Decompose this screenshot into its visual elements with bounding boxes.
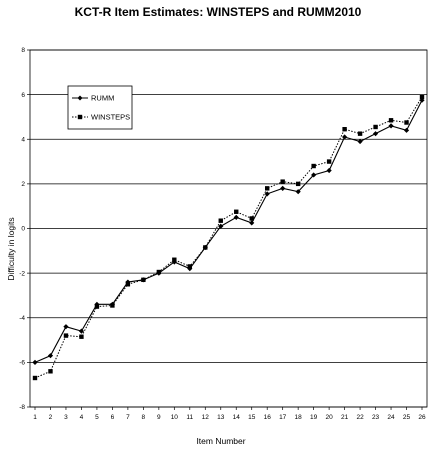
x-tick-label: 25 bbox=[403, 414, 411, 421]
x-tick-label: 20 bbox=[326, 414, 334, 421]
data-point-rumm bbox=[357, 138, 363, 145]
data-point-winsteps bbox=[404, 120, 409, 125]
data-point-rumm bbox=[372, 131, 379, 137]
data-point-winsteps bbox=[172, 257, 177, 262]
y-tick-label: 0 bbox=[21, 226, 25, 233]
x-tick-label: 19 bbox=[310, 414, 318, 421]
x-tick-label: 5 bbox=[95, 414, 99, 421]
data-point-winsteps bbox=[357, 131, 363, 136]
data-point-winsteps bbox=[32, 375, 38, 381]
x-tick-label: 15 bbox=[248, 414, 256, 421]
data-point-winsteps bbox=[79, 334, 84, 339]
data-point-rumm bbox=[326, 167, 332, 174]
y-tick-label: 2 bbox=[21, 181, 25, 188]
series-layer bbox=[32, 94, 425, 381]
data-point-winsteps bbox=[203, 245, 208, 250]
x-axis-ticks: 1 2 3 4 5 6 7 8 9 10 11 12 13 14 15 16 17 18 19 20 21 22 23 24 2… bbox=[33, 407, 426, 421]
data-point-winsteps bbox=[419, 94, 425, 100]
data-point-winsteps bbox=[48, 369, 53, 374]
legend-marker-rumm bbox=[77, 95, 83, 101]
x-tick-label: 21 bbox=[341, 414, 349, 421]
data-point-rumm bbox=[187, 266, 193, 272]
legend-label-winsteps: WINSTEPS bbox=[91, 113, 130, 122]
x-axis-label: Item Number bbox=[196, 436, 245, 446]
y-tick-label: -4 bbox=[19, 315, 25, 322]
x-tick-label: 23 bbox=[372, 414, 380, 421]
data-point-winsteps bbox=[388, 118, 394, 123]
data-point-winsteps bbox=[156, 269, 162, 275]
x-tick-label: 16 bbox=[264, 414, 272, 421]
y-tick-label: -6 bbox=[19, 360, 25, 367]
data-point-winsteps bbox=[249, 216, 254, 221]
y-tick-label: 6 bbox=[21, 92, 25, 99]
data-point-rumm bbox=[249, 220, 255, 226]
data-point-rumm bbox=[264, 191, 270, 197]
x-tick-label: 13 bbox=[217, 414, 225, 421]
data-point-winsteps bbox=[187, 264, 192, 269]
data-point-rumm bbox=[233, 214, 239, 220]
legend-marker-winsteps bbox=[77, 114, 83, 120]
data-point-rumm bbox=[125, 279, 131, 285]
data-point-rumm bbox=[388, 123, 394, 129]
data-point-winsteps bbox=[63, 333, 69, 338]
data-point-winsteps bbox=[326, 159, 332, 164]
x-tick-label: 9 bbox=[157, 414, 161, 421]
x-tick-label: 7 bbox=[126, 414, 130, 421]
data-point-rumm bbox=[311, 172, 317, 178]
x-tick-label: 4 bbox=[80, 414, 84, 421]
x-tick-label: 6 bbox=[111, 414, 115, 421]
x-tick-label: 18 bbox=[295, 414, 303, 421]
y-tick-label: -8 bbox=[19, 404, 25, 411]
x-tick-label: 12 bbox=[202, 414, 210, 421]
y-tick-label: -2 bbox=[19, 270, 25, 277]
y-axis-ticks: -8 -6 -4 -2 0 2 4 6 8 bbox=[19, 47, 30, 411]
data-point-rumm bbox=[47, 353, 54, 359]
data-point-rumm bbox=[78, 328, 85, 334]
data-point-winsteps bbox=[280, 179, 285, 184]
x-tick-label: 3 bbox=[64, 414, 68, 421]
data-point-winsteps bbox=[311, 163, 316, 169]
data-point-rumm bbox=[32, 359, 38, 365]
data-point-rumm bbox=[280, 185, 286, 191]
data-point-rumm bbox=[63, 324, 69, 330]
legend: RUMM WINSTEPS bbox=[67, 85, 133, 130]
x-tick-label: 1 bbox=[33, 414, 37, 421]
data-point-winsteps bbox=[295, 181, 301, 187]
data-point-rumm bbox=[218, 223, 224, 229]
series-line-winsteps bbox=[34, 96, 423, 379]
data-point-winsteps bbox=[125, 282, 131, 287]
data-point-winsteps bbox=[234, 209, 239, 214]
plot-area bbox=[29, 49, 428, 408]
data-point-winsteps bbox=[342, 127, 347, 132]
data-point-rumm bbox=[94, 301, 100, 307]
chart-title: KCT-R Item Estimates: WINSTEPS and RUMM2… bbox=[75, 5, 362, 19]
data-point-winsteps bbox=[265, 186, 270, 191]
y-tick-label: 4 bbox=[21, 136, 25, 143]
x-tick-label: 26 bbox=[418, 414, 426, 421]
data-point-rumm bbox=[342, 134, 348, 140]
x-tick-label: 22 bbox=[356, 414, 364, 421]
data-point-winsteps bbox=[218, 218, 223, 223]
x-tick-label: 2 bbox=[49, 414, 53, 421]
data-point-rumm bbox=[295, 189, 301, 195]
x-tick-label: 10 bbox=[171, 414, 179, 421]
data-point-rumm bbox=[403, 127, 410, 133]
x-tick-label: 14 bbox=[233, 414, 241, 421]
data-point-winsteps bbox=[110, 303, 115, 308]
y-tick-label: 8 bbox=[21, 47, 25, 54]
x-tick-label: 17 bbox=[279, 414, 287, 421]
data-point-winsteps bbox=[373, 124, 378, 130]
x-tick-label: 24 bbox=[387, 414, 395, 421]
data-point-winsteps bbox=[141, 277, 146, 283]
legend-box bbox=[67, 85, 133, 130]
legend-label-rumm: RUMM bbox=[91, 94, 114, 103]
y-axis-label: Difficulty in logits bbox=[6, 217, 16, 280]
x-tick-label: 8 bbox=[142, 414, 146, 421]
data-point-winsteps bbox=[94, 304, 100, 309]
x-tick-label: 11 bbox=[186, 414, 193, 421]
